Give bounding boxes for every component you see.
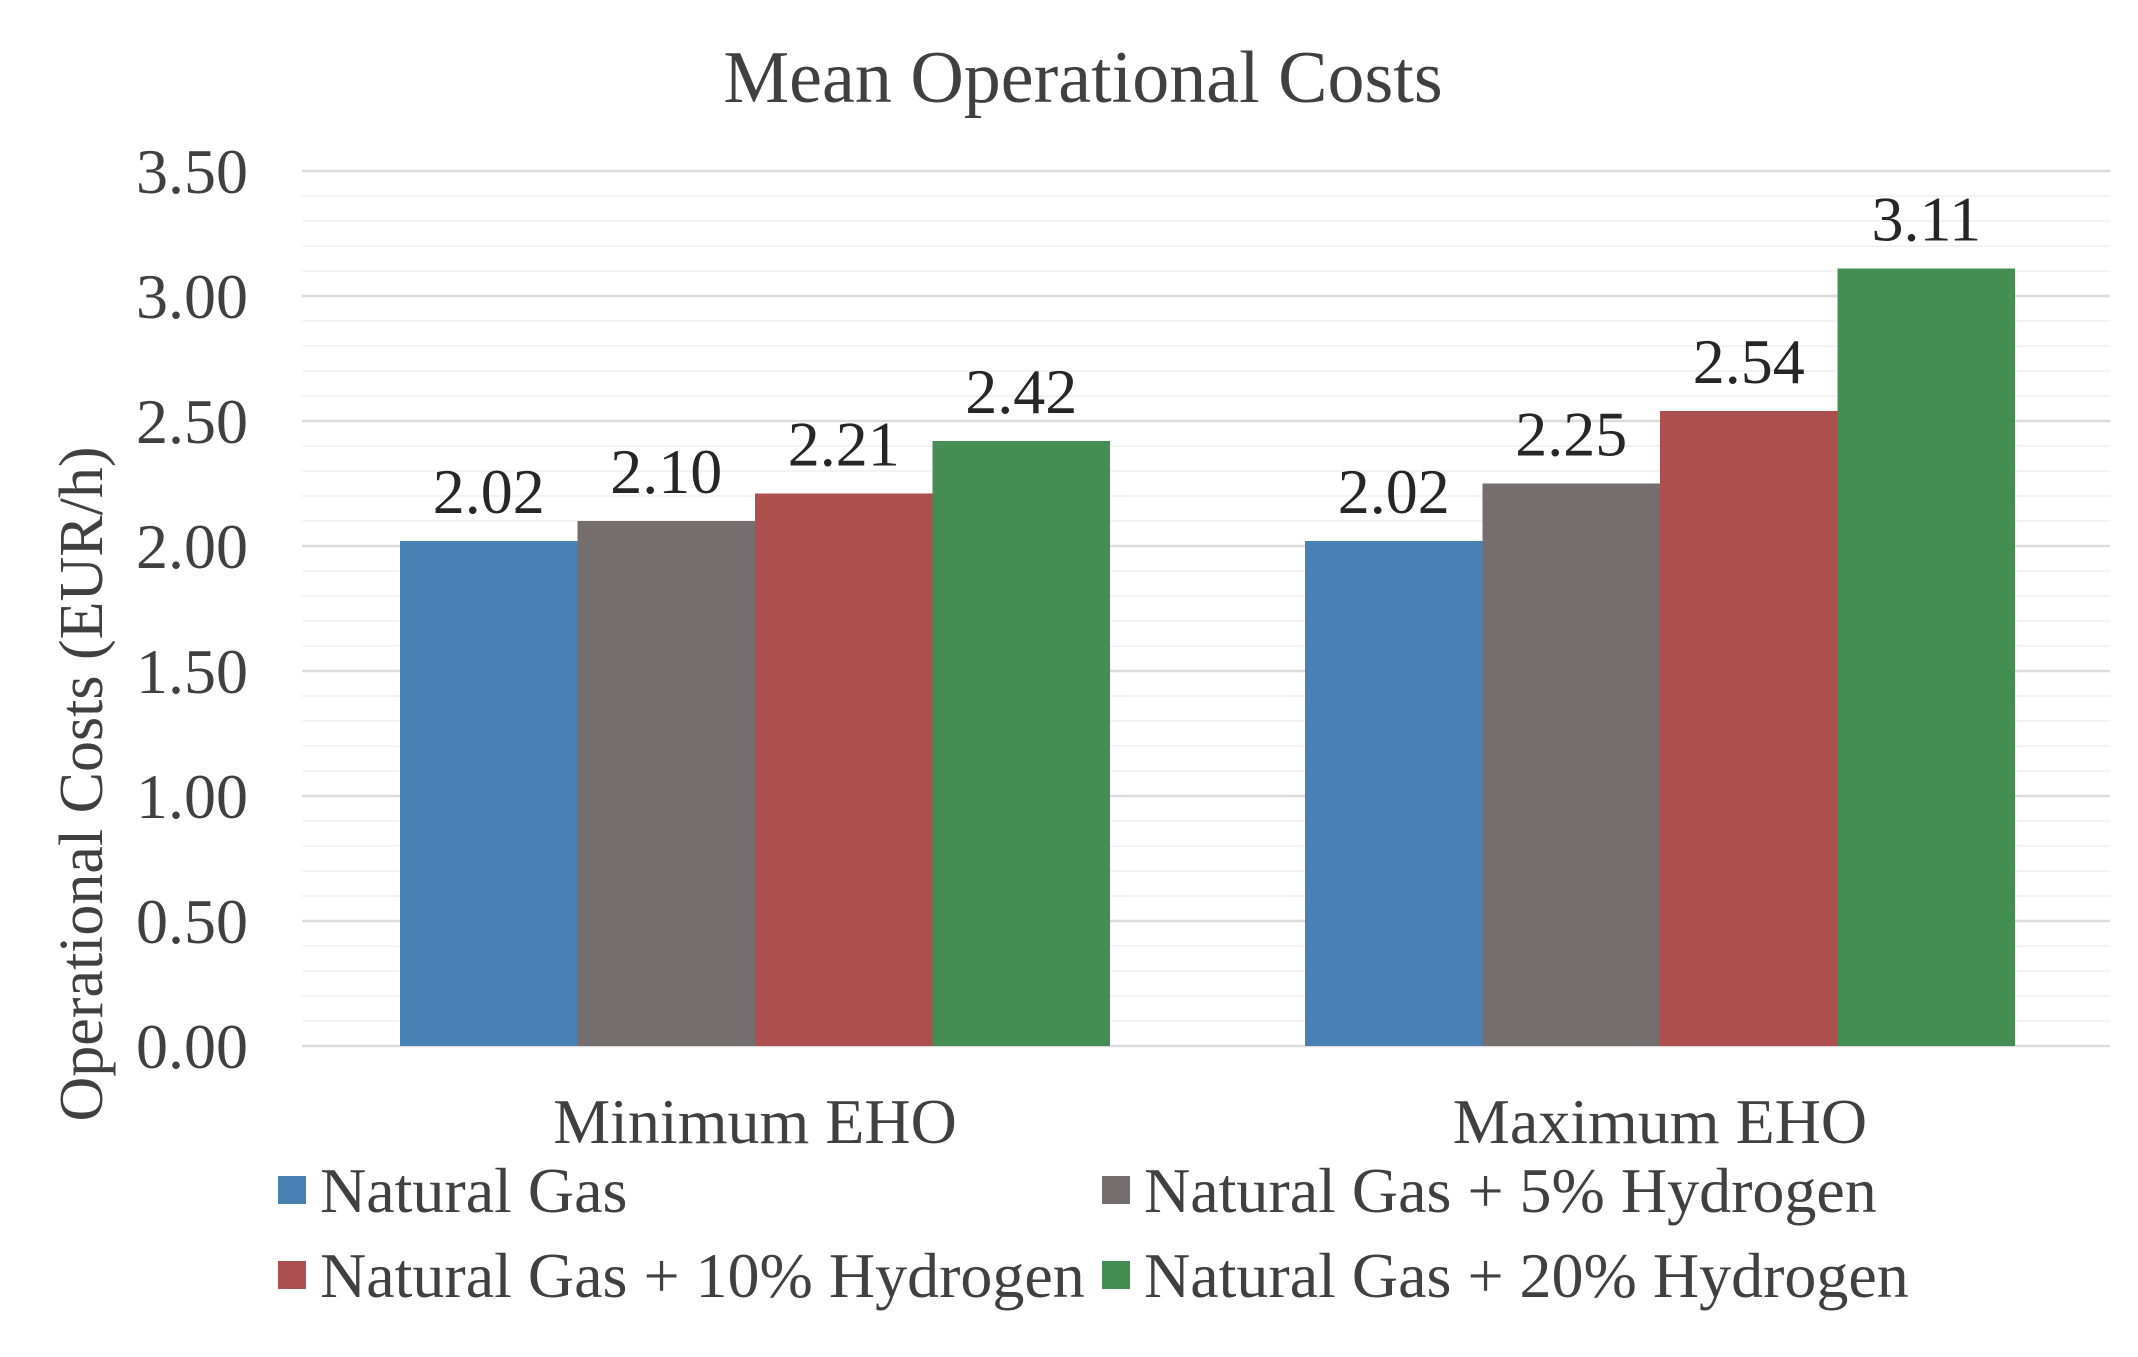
bar — [1837, 268, 2015, 1046]
data-label: 2.54 — [1693, 326, 1805, 397]
y-tick-label: 0.00 — [136, 1011, 248, 1082]
category-label: Minimum EHO — [553, 1086, 957, 1157]
legend-swatch — [278, 1176, 306, 1204]
bar — [577, 521, 755, 1046]
legend-swatch — [278, 1261, 306, 1289]
y-tick-label: 2.50 — [136, 386, 248, 457]
data-label: 2.25 — [1515, 399, 1627, 470]
legend-label: Natural Gas + 5% Hydrogen — [1144, 1155, 1877, 1226]
data-label: 2.42 — [965, 356, 1077, 427]
bar — [755, 493, 933, 1046]
category-label: Maximum EHO — [1453, 1086, 1867, 1157]
legend-label: Natural Gas + 10% Hydrogen — [320, 1240, 1085, 1311]
y-tick-label: 1.00 — [136, 761, 248, 832]
y-axis-ticks: 0.00 0.50 1.00 1.50 2.00 2.50 3.00 3.50 — [136, 136, 248, 1082]
bar — [932, 441, 1110, 1046]
legend-swatch — [1102, 1261, 1130, 1289]
category-labels: Minimum EHO Maximum EHO — [553, 1086, 1867, 1157]
y-tick-label: 0.50 — [136, 886, 248, 957]
legend: Natural Gas Natural Gas + 5% Hydrogen Natu… — [278, 1155, 1909, 1311]
y-tick-label: 3.50 — [136, 136, 248, 207]
y-tick-label: 1.50 — [136, 636, 248, 707]
data-label: 2.02 — [1338, 456, 1450, 527]
data-label: 3.11 — [1871, 184, 1981, 255]
data-labels: 2.02 2.10 2.21 2.42 2.02 2.25 2.54 3.11 — [433, 184, 1981, 528]
data-label: 2.21 — [788, 409, 900, 480]
y-axis-label: Operational Costs (EUR/h) — [48, 446, 116, 1121]
y-tick-label: 2.00 — [136, 511, 248, 582]
data-label: 2.10 — [610, 436, 722, 507]
bar — [1660, 411, 1838, 1046]
chart-title: Mean Operational Costs — [723, 37, 1442, 119]
bar — [1482, 483, 1660, 1046]
data-label: 2.02 — [433, 456, 545, 527]
bar — [400, 541, 578, 1046]
bars — [400, 268, 2015, 1046]
legend-label: Natural Gas — [320, 1155, 627, 1226]
y-tick-label: 3.00 — [136, 261, 248, 332]
bar — [1305, 541, 1483, 1046]
legend-swatch — [1102, 1176, 1130, 1204]
legend-label: Natural Gas + 20% Hydrogen — [1144, 1240, 1909, 1311]
